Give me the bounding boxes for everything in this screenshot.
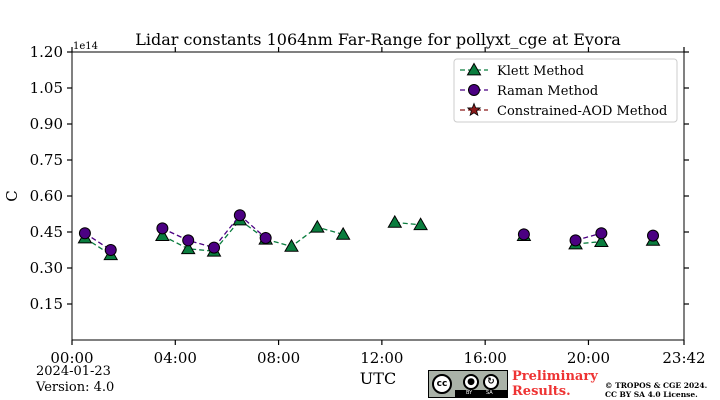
legend-box — [453, 58, 678, 123]
raman-method-point — [595, 227, 608, 240]
y-axis-label: C — [3, 190, 21, 201]
preliminary-notice: Preliminary Results. — [512, 369, 598, 399]
raman-method-point — [156, 222, 169, 235]
x-tick-label: 04:00 — [154, 349, 197, 367]
legend: Klett Method Raman Method Constrained-AOD … — [453, 58, 678, 123]
x-tick-label: 00:00 — [50, 349, 93, 367]
y-tick-label: 0.30 — [30, 259, 63, 277]
prelim-line1: Preliminary — [512, 369, 598, 384]
raman-method-series — [78, 209, 660, 256]
raman-method-point — [259, 232, 272, 244]
cc-license-badge: cc ● ↻ BY SA — [428, 370, 508, 398]
raman-method-point — [517, 228, 530, 241]
raman-method-point — [208, 241, 221, 254]
y-tick-label: 0.45 — [30, 223, 63, 241]
legend-label-constrained-aod-method: Constrained-AOD Method — [497, 104, 667, 119]
legend-marker-constrained-aod-method — [466, 102, 482, 117]
cc-by-person-icon: ● — [463, 374, 479, 390]
y-tick-label: 0.90 — [30, 115, 63, 133]
y-tick-label: 0.75 — [30, 151, 63, 169]
klett-method-point — [180, 241, 196, 255]
x-tick-label: 20:00 — [567, 349, 610, 367]
y-tick-label: 0.60 — [30, 187, 63, 205]
x-tick-label: 23:42 — [662, 349, 705, 367]
cc-strip: BY SA — [455, 390, 507, 397]
footer-meta: 2024-01-23 Version: 4.0 — [36, 364, 114, 396]
footer-date: 2024-01-23 — [36, 364, 111, 379]
klett-method-point — [594, 234, 609, 247]
x-axis-label: UTC — [360, 369, 396, 388]
legend-label-klett-method: Klett Method — [497, 64, 584, 79]
klett-method-point — [387, 214, 403, 228]
x-tick-label: 12:00 — [360, 349, 403, 367]
x-tick-label: 16:00 — [464, 349, 507, 367]
legend-marker-klett-method — [466, 62, 482, 76]
raman-method-point — [233, 209, 246, 222]
raman-method-point — [78, 227, 91, 240]
cc-sa-share-icon: ↻ — [483, 374, 499, 390]
legend-label-raman-method: Raman Method — [497, 84, 598, 99]
cc-icon: cc — [432, 374, 452, 394]
copyright-line2: CC BY SA 4.0 License. — [605, 390, 698, 399]
chart-title: Lidar constants 1064nm Far-Range for pol… — [135, 30, 621, 49]
y-tick-label: 0.15 — [30, 295, 63, 313]
footer-version: Version: 4.0 — [36, 380, 115, 395]
cc-sa-label: SA — [486, 390, 493, 396]
raman-method-line — [162, 214, 267, 249]
legend-marker-raman-method — [468, 84, 480, 96]
raman-method-point — [182, 234, 195, 247]
y-offset-label: 1e14 — [73, 41, 98, 52]
klett-method-point — [413, 217, 428, 231]
y-tick-label: 1.20 — [30, 43, 63, 61]
klett-method-point — [284, 238, 299, 252]
raman-method-point — [104, 244, 117, 256]
cc-by-label: BY — [466, 390, 473, 396]
copyright-notice: © TROPOS & CGE 2024. CC BY SA 4.0 Licens… — [605, 381, 707, 399]
raman-method-point — [647, 229, 660, 242]
prelim-line2: Results. — [512, 384, 571, 399]
klett-method-point — [155, 228, 170, 241]
klett-method-point — [335, 226, 351, 240]
raman-method-point — [569, 234, 582, 247]
klett-method-point — [309, 219, 325, 233]
copyright-line1: © TROPOS & CGE 2024. — [605, 381, 708, 390]
x-tick-label: 08:00 — [257, 349, 300, 367]
y-tick-label: 1.05 — [30, 79, 63, 97]
